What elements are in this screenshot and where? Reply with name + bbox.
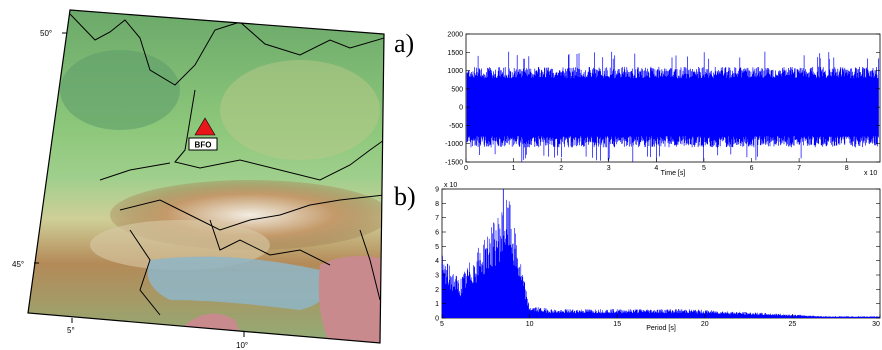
chart-b-y-tick-label: 0 xyxy=(435,316,439,323)
chart-a-y-tick-label: 500 xyxy=(451,86,463,93)
chart-a-x-tick-label: 6 xyxy=(750,165,754,172)
chart-a-y-ticks: 2000 1500 1000 500 0 -500 -1000 -1500 xyxy=(445,32,880,167)
chart-a-x-tick-label: 1 xyxy=(512,165,516,172)
chart-b-series-group xyxy=(441,189,880,318)
chart-b-series-line xyxy=(441,199,880,318)
map-frame xyxy=(27,9,385,344)
border-alps xyxy=(99,162,384,231)
chart-a-x-tick-label: 0 xyxy=(464,165,468,172)
chart-a-x-label: Time [s] xyxy=(661,170,686,177)
chart-a-x-tick-label: 3 xyxy=(607,165,611,172)
sea-region-east xyxy=(318,256,384,343)
panel-label-b: b) xyxy=(394,182,416,211)
chart-b-y-tick-label: 8 xyxy=(435,201,439,208)
station-label: BFO xyxy=(195,141,212,150)
chart-a-x-tick-label: 5 xyxy=(702,165,706,172)
chart-a-x-tick-label: 2 xyxy=(559,165,563,172)
chart-b-y-tick-label: 3 xyxy=(435,273,439,280)
chart-b-x-label: Period [s] xyxy=(646,325,676,332)
station-marker-icon xyxy=(194,117,216,136)
chart-b-x-tick-label: 30 xyxy=(872,321,880,328)
chart-b-x-tick-label: 25 xyxy=(789,321,797,328)
chart-b-y-tick-label: 6 xyxy=(435,230,439,237)
chart-a-y-tick-label: 0 xyxy=(459,105,463,112)
chart-b-x-tick-label: 5 xyxy=(440,321,444,328)
station-label-box xyxy=(188,137,218,151)
chart-b-y-ticks: 9 8 7 6 5 4 3 2 1 0 xyxy=(435,187,880,323)
chart-a-series-line xyxy=(466,51,879,162)
chart-a-series-group xyxy=(466,51,879,162)
chart-a-x-tick-label: 4 xyxy=(654,165,658,172)
lake-region xyxy=(147,256,327,310)
border-north xyxy=(69,13,384,86)
chart-a-y-tick-label: -500 xyxy=(449,123,463,130)
chart-b-y-tick-label: 1 xyxy=(435,301,439,308)
chart-a-y-tick-label: 1500 xyxy=(447,50,463,57)
lon-label-10: 10° xyxy=(236,341,248,350)
panel-label-a: a) xyxy=(394,29,414,58)
border-rhine xyxy=(174,89,384,181)
chart-b-y-tick-label: 4 xyxy=(435,258,439,265)
lat-label-45: 45° xyxy=(12,260,24,269)
chart-a-y-tick-label: 2000 xyxy=(447,32,463,39)
chart-a-y-tick-label: -1000 xyxy=(445,141,463,148)
chart-b-y-tick-label: 5 xyxy=(435,244,439,251)
chart-b-y-multiplier: x 10 xyxy=(444,182,457,189)
chart-b-x-tick-label: 10 xyxy=(526,321,534,328)
terrain-lowland xyxy=(60,50,180,130)
chart-b-x-tick-label: 20 xyxy=(701,321,709,328)
lon-label-5: 5° xyxy=(67,326,75,335)
relief-map: 50° 45° 5° 10° BFO xyxy=(12,9,385,350)
chart-b-x-ticks: 5 10 15 20 25 30 xyxy=(440,314,881,328)
chart-b-y-tick-label: 2 xyxy=(435,287,439,294)
border-south xyxy=(129,219,331,316)
chart-a-time-series: 2000 1500 1000 500 0 -500 -1000 -1500 0 1 2 3 4 5 6 7 8… xyxy=(445,32,881,177)
chart-b-x-tick-label: 15 xyxy=(613,321,621,328)
chart-a-x-multiplier: x 10 xyxy=(864,170,877,177)
terrain-hills xyxy=(220,60,380,160)
chart-a-x-tick-label: 8 xyxy=(845,165,849,172)
chart-b-y-tick-label: 9 xyxy=(435,187,439,194)
lat-label-50: 50° xyxy=(40,29,52,38)
border-east xyxy=(359,229,381,301)
chart-b-y-tick-label: 7 xyxy=(435,215,439,222)
chart-a-x-ticks: 0 1 2 3 4 5 6 7 8 xyxy=(464,158,849,172)
chart-a-y-tick-label: -1500 xyxy=(445,160,463,167)
chart-a-y-tick-label: 1000 xyxy=(447,68,463,75)
chart-a-x-tick-label: 7 xyxy=(797,165,801,172)
